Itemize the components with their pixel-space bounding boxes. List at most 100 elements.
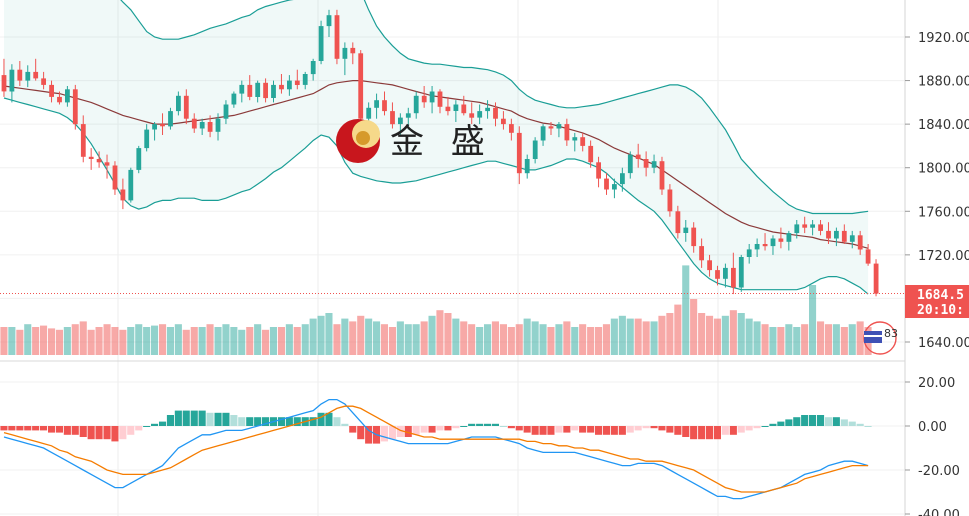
candle-body xyxy=(667,189,673,212)
volume-bar xyxy=(587,327,595,355)
volume-bar xyxy=(269,327,277,355)
macd-histogram-bar xyxy=(222,412,230,426)
candle-body xyxy=(152,124,157,130)
volume-bar xyxy=(610,318,618,355)
volume-bar xyxy=(373,321,381,355)
macd-histogram-bar xyxy=(325,412,333,426)
candle-body xyxy=(477,111,483,118)
volume-bar xyxy=(801,324,809,355)
candle-body xyxy=(25,71,31,81)
macd-histogram-bar xyxy=(16,426,24,431)
macd-histogram-bar xyxy=(444,426,452,431)
candle-body xyxy=(326,15,332,27)
macd-histogram-bar xyxy=(634,426,642,431)
volume-bar xyxy=(48,328,56,355)
candle-body xyxy=(635,154,641,159)
volume-bar xyxy=(856,321,864,355)
volume-bar xyxy=(285,324,293,355)
candle-body xyxy=(841,230,847,242)
candle xyxy=(88,148,94,170)
volume-bar xyxy=(761,324,769,355)
volume-bar xyxy=(143,327,151,355)
candle xyxy=(485,100,490,119)
candle-body xyxy=(596,162,601,179)
candle xyxy=(509,118,514,141)
candle xyxy=(612,178,617,199)
price-axis-label: 1720.00 xyxy=(918,249,969,264)
candle xyxy=(762,233,768,251)
macd-histogram-bar xyxy=(468,423,476,426)
macd-histogram-bar xyxy=(103,426,111,440)
candle xyxy=(168,107,173,130)
volume-bar xyxy=(634,318,642,355)
candle xyxy=(548,122,554,135)
candle-body xyxy=(374,100,379,108)
watermark-logo: 金 盛 xyxy=(336,119,485,163)
macd-line xyxy=(3,398,869,500)
macd-histogram-bar xyxy=(658,426,666,431)
volume-bar xyxy=(840,327,848,355)
price-axis-label: 1800.00 xyxy=(918,162,969,177)
candle-body xyxy=(659,161,665,190)
candle-body xyxy=(405,113,411,118)
macd-histogram-bar xyxy=(674,426,682,435)
candle-body xyxy=(342,47,348,59)
volume-bar xyxy=(16,329,24,355)
candle xyxy=(390,102,395,129)
candle-body xyxy=(794,224,800,234)
current-price-label: 1684.5 xyxy=(917,288,964,303)
candle-body xyxy=(818,224,823,231)
volume-bar xyxy=(135,324,143,355)
candle xyxy=(477,104,483,125)
candle-body xyxy=(223,104,229,119)
candle xyxy=(49,80,54,103)
candle-body xyxy=(160,124,165,127)
macd-histogram-bar xyxy=(690,426,698,440)
candle-body xyxy=(33,71,39,79)
candle xyxy=(834,227,839,247)
macd-histogram-bar xyxy=(412,426,420,435)
macd-histogram-bar xyxy=(563,426,571,433)
candle xyxy=(199,118,205,135)
macd-histogram-bar xyxy=(460,426,468,427)
candle xyxy=(72,84,78,130)
candle xyxy=(588,140,594,168)
candle xyxy=(128,167,134,203)
macd-histogram-bar xyxy=(127,426,135,435)
candle xyxy=(643,151,649,177)
candle xyxy=(453,100,459,122)
price-axis-label: 1640.00 xyxy=(918,336,969,351)
candle xyxy=(691,222,697,253)
candle-body xyxy=(57,96,62,103)
price-axis[interactable]: 1640.001680.001720.001760.001800.001840.… xyxy=(905,31,969,516)
candle xyxy=(746,244,752,264)
candle xyxy=(635,143,641,168)
volume-bar xyxy=(674,304,682,355)
candle-body xyxy=(231,93,237,105)
candle xyxy=(826,222,831,244)
candle-body xyxy=(738,257,744,288)
macd-histogram-bar xyxy=(484,423,492,426)
volume-bar xyxy=(388,327,396,355)
candle-body xyxy=(41,78,46,85)
price-axis-label: 1920.00 xyxy=(918,31,969,46)
candle-body xyxy=(691,227,697,247)
macd-histogram-bar xyxy=(817,415,825,426)
candle xyxy=(604,173,609,195)
candle xyxy=(215,113,221,141)
candle xyxy=(382,91,387,116)
macd-histogram-bar xyxy=(0,426,8,431)
macd-histogram-bar xyxy=(143,426,151,427)
candle xyxy=(326,9,332,37)
macd-histogram-bar xyxy=(254,417,262,426)
candle xyxy=(152,122,157,141)
macd-histogram-bar xyxy=(349,426,357,433)
candle xyxy=(699,238,704,268)
macd-histogram-bar xyxy=(206,412,214,426)
event-badge[interactable]: 83 xyxy=(863,321,898,355)
candle-body xyxy=(49,84,54,97)
macd-histogram-bar xyxy=(761,426,769,427)
volume-bar xyxy=(491,321,499,355)
volume-bar xyxy=(698,313,706,355)
